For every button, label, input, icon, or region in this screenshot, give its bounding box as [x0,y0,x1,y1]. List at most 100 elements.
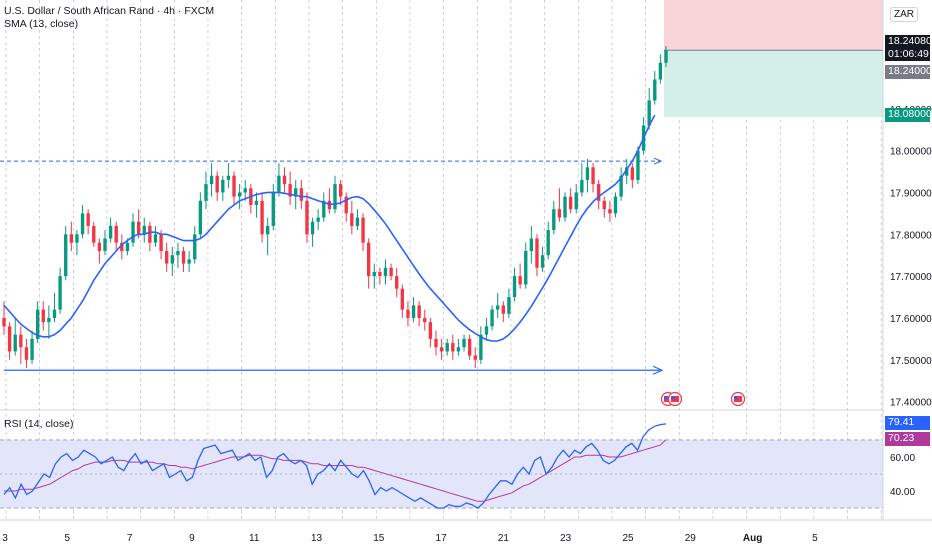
candle-body [585,167,590,180]
candle-body [535,238,539,268]
candle-body [580,179,584,193]
candles [2,46,668,369]
rsi-legend[interactable]: RSI (14, close) [4,418,74,430]
currency-label[interactable]: ZAR [890,7,918,22]
candle-body [378,271,382,277]
rsi-tick-label: 60.00 [890,453,915,464]
candle-body [221,179,225,193]
candle-body [490,309,494,327]
flag-canton [734,396,738,399]
candle-body [209,175,214,185]
price-tick-label: 17.70000 [890,272,932,283]
candle-body [518,276,522,285]
candle-body [294,188,298,197]
candle-body [114,225,118,243]
candle-body [434,338,438,348]
sma-legend[interactable]: SMA (13, close) [4,18,79,30]
candle-body [92,225,96,243]
resistance-arrowhead [653,157,663,165]
rsi-ma-tag: 70.23 [885,432,930,446]
us-event-icon[interactable] [730,391,746,407]
time-tick-label: 9 [189,533,195,544]
flag-canton [671,396,675,399]
candle-body [456,347,461,352]
candle-body [333,184,337,210]
candle-body [383,267,388,277]
candle-body [428,322,433,339]
candle-body [625,167,629,176]
price-tick-label: 17.80000 [890,230,932,241]
us-event-icon[interactable] [667,391,683,407]
rsi-panel [0,423,883,509]
candle-body [596,184,601,201]
economic-events[interactable] [660,391,746,407]
candle-body [277,175,281,193]
candle-body [484,326,489,335]
candle-body [557,209,562,218]
candle-body [473,355,477,360]
candle-body [423,317,427,323]
time-tick-label: Aug [743,533,762,544]
candle-body [153,234,158,243]
candle-body [148,225,152,243]
candle-body [254,200,259,205]
candle-body [282,175,287,185]
candle-body [439,347,444,352]
candle-body [136,221,141,235]
candle-body [361,217,365,243]
rsi-line [3,423,667,509]
time-tick-label: 7 [127,533,133,544]
candle-body [198,200,203,235]
candle-body [451,343,455,352]
candle-body [142,225,146,235]
candle-body [288,184,292,197]
symbol-title[interactable]: U.S. Dollar / South African Rand · 4h · … [4,5,215,17]
candle-body [546,230,550,256]
candle-body [591,167,595,185]
bar-countdown: 01:06:49 [888,48,929,60]
candle-body [204,184,208,201]
time-tick-label: 25 [622,533,634,544]
candle-body [7,326,12,352]
time-tick-label: 21 [498,533,510,544]
candle-body [568,196,573,210]
candle-body [13,334,17,352]
profit-zone [664,0,883,51]
rsi-tick-label: 40.00 [890,487,915,498]
time-tick-label: 5 [812,533,818,544]
candle-body [344,196,348,214]
candle-body [125,242,130,252]
candle-body [159,234,163,252]
sma-line [3,114,656,342]
candle-body [35,309,40,339]
candle-body [193,234,197,260]
position-zones [664,0,883,118]
candle-body [636,150,640,180]
candle-body [243,188,247,193]
candle-body [467,338,472,356]
candle-body [165,251,169,264]
candle-body [529,238,534,252]
candle-body [355,217,360,226]
time-tick-label: 3 [2,533,8,544]
candle-body [80,213,85,235]
last-price: 18.24080 [888,35,932,47]
candle-body [69,234,74,243]
candle-body [316,217,320,222]
price-tick-label: 17.90000 [890,188,932,199]
candle-body [237,192,242,197]
candle-body [41,309,45,323]
main-legend: U.S. Dollar / South African Rand · 4h · … [4,5,214,31]
key-levels [0,157,664,375]
candle-body [338,184,343,197]
candle-body [86,213,90,226]
time-tick-label: 15 [373,533,385,544]
candle-body [552,209,556,231]
candle-body [630,167,635,180]
candle-body [305,200,309,235]
candle-body [58,276,62,310]
candle-body [187,259,191,264]
candle-body [664,50,668,63]
